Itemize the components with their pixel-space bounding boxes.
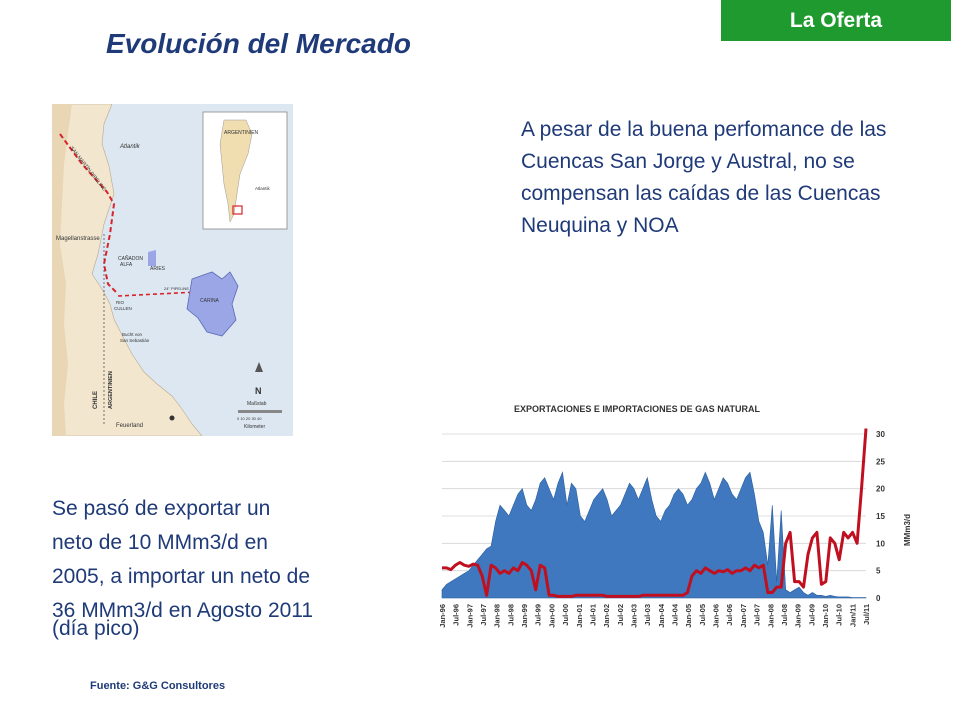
x-tick-label: Jul-06 bbox=[725, 604, 734, 626]
x-tick-label: Jan-07 bbox=[739, 604, 748, 628]
y-tick-label: 25 bbox=[876, 457, 885, 466]
page-title: Evolución del Mercado bbox=[106, 28, 411, 59]
x-tick-label: Jul-10 bbox=[835, 604, 844, 626]
svg-text:RIO: RIO bbox=[116, 300, 125, 305]
svg-text:Atlantik: Atlantik bbox=[119, 144, 141, 150]
x-tick-label: Jan-99 bbox=[520, 604, 529, 628]
section-badge: La Oferta bbox=[721, 0, 951, 41]
x-tick-label: Jan-01 bbox=[575, 604, 584, 628]
svg-text:ARIES: ARIES bbox=[150, 266, 166, 272]
paragraph-bottom-line-4: 36 MMm3/d en Agosto 2011 bbox=[52, 599, 314, 622]
x-tick-label: Jan-08 bbox=[766, 604, 775, 628]
x-tick-label: Jul-03 bbox=[643, 604, 652, 626]
y-tick-label: 30 bbox=[876, 430, 885, 439]
svg-text:Atlantik: Atlantik bbox=[255, 186, 271, 191]
svg-text:Bucht von: Bucht von bbox=[122, 332, 143, 337]
x-tick-label: Jul-04 bbox=[671, 603, 680, 626]
x-tick-label: Jan-98 bbox=[493, 604, 502, 628]
y-tick-label: 10 bbox=[876, 539, 885, 548]
paragraph-bottom-line-3: 2005, a importar un neto de bbox=[52, 565, 311, 588]
svg-text:CARINA: CARINA bbox=[200, 298, 220, 304]
x-tick-label: Jul-96 bbox=[452, 604, 461, 626]
imports-line-series bbox=[442, 428, 868, 598]
x-tick-label: Jul-98 bbox=[506, 604, 515, 626]
y-axis-label: MMm3/d bbox=[903, 514, 912, 546]
paragraph-bottom-line-1: Se pasó de exportar un bbox=[52, 497, 271, 520]
x-tick-label: Jan/11 bbox=[848, 604, 857, 627]
x-tick-label: Jan-05 bbox=[684, 604, 693, 628]
svg-text:Magellanstrasse: Magellanstrasse bbox=[56, 236, 100, 242]
svg-text:0 10 20 30 40: 0 10 20 30 40 bbox=[237, 416, 262, 421]
x-tick-label: Jul-01 bbox=[589, 604, 598, 626]
svg-text:Feuerland: Feuerland bbox=[116, 423, 143, 429]
source-note: Fuente: G&G Consultores bbox=[90, 680, 226, 692]
y-tick-label: 20 bbox=[876, 485, 885, 494]
x-tick-label: Jan-02 bbox=[602, 604, 611, 628]
paragraph-top: A pesar de la buena perfomance de las Cu… bbox=[521, 118, 887, 237]
paragraph-bottom-line-5: (día pico) bbox=[52, 617, 140, 640]
svg-text:ALFA: ALFA bbox=[120, 262, 133, 268]
paragraph-bottom: Se pasó de exportar un neto de 10 MMm3/d… bbox=[52, 492, 392, 642]
paragraph-bottom-line-2: neto de 10 MMm3/d en bbox=[52, 531, 268, 554]
x-tick-label: Jan-04 bbox=[657, 603, 666, 628]
x-tick-label: Jan-97 bbox=[465, 604, 474, 628]
x-tick-label: Jan-00 bbox=[547, 604, 556, 628]
x-tick-label: Jul-09 bbox=[807, 604, 816, 626]
y-tick-label: 15 bbox=[876, 512, 885, 521]
svg-text:ARGENTINIEN: ARGENTINIEN bbox=[224, 130, 259, 136]
svg-text:N: N bbox=[255, 386, 262, 396]
svg-text:CHILE: CHILE bbox=[93, 391, 99, 409]
chart-title: EXPORTACIONES E IMPORTACIONES DE GAS NAT… bbox=[514, 404, 761, 414]
y-tick-label: 5 bbox=[876, 567, 881, 576]
x-tick-label: Jan-10 bbox=[821, 604, 830, 628]
x-tick-label: Jan-96 bbox=[438, 604, 447, 628]
gas-trade-chart: EXPORTACIONES E IMPORTACIONES DE GAS NAT… bbox=[438, 404, 912, 628]
svg-text:ARGENTINIEN: ARGENTINIEN bbox=[108, 371, 114, 409]
x-tick-label: Jul-99 bbox=[534, 604, 543, 626]
x-tick-label: Jul-05 bbox=[698, 604, 707, 626]
x-tick-label: Jul-07 bbox=[753, 604, 762, 626]
svg-text:Kilometer: Kilometer bbox=[244, 424, 265, 430]
svg-text:Maßstab: Maßstab bbox=[247, 401, 267, 407]
gas-field-map: ARGENTINIEN Atlantik Atlantik Magellanst… bbox=[52, 104, 293, 436]
svg-text:San Sebastián: San Sebastián bbox=[120, 338, 150, 343]
svg-text:CAÑADON: CAÑADON bbox=[118, 255, 143, 262]
x-tick-label: Jul-02 bbox=[616, 604, 625, 626]
svg-text:24" PIPELINE: 24" PIPELINE bbox=[164, 286, 189, 291]
exports-area-series bbox=[441, 471, 867, 599]
x-tick-label: Jul-97 bbox=[479, 604, 488, 626]
x-tick-label: Jul-08 bbox=[780, 604, 789, 626]
svg-text:CULLEN: CULLEN bbox=[114, 306, 132, 311]
y-tick-label: 0 bbox=[876, 594, 881, 603]
x-tick-label: Jan-06 bbox=[712, 604, 721, 628]
x-tick-label: Jul/11 bbox=[862, 604, 871, 625]
x-tick-label: Jan-09 bbox=[794, 604, 803, 628]
x-tick-label: Jul-00 bbox=[561, 604, 570, 626]
x-tick-label: Jan-03 bbox=[630, 604, 639, 628]
